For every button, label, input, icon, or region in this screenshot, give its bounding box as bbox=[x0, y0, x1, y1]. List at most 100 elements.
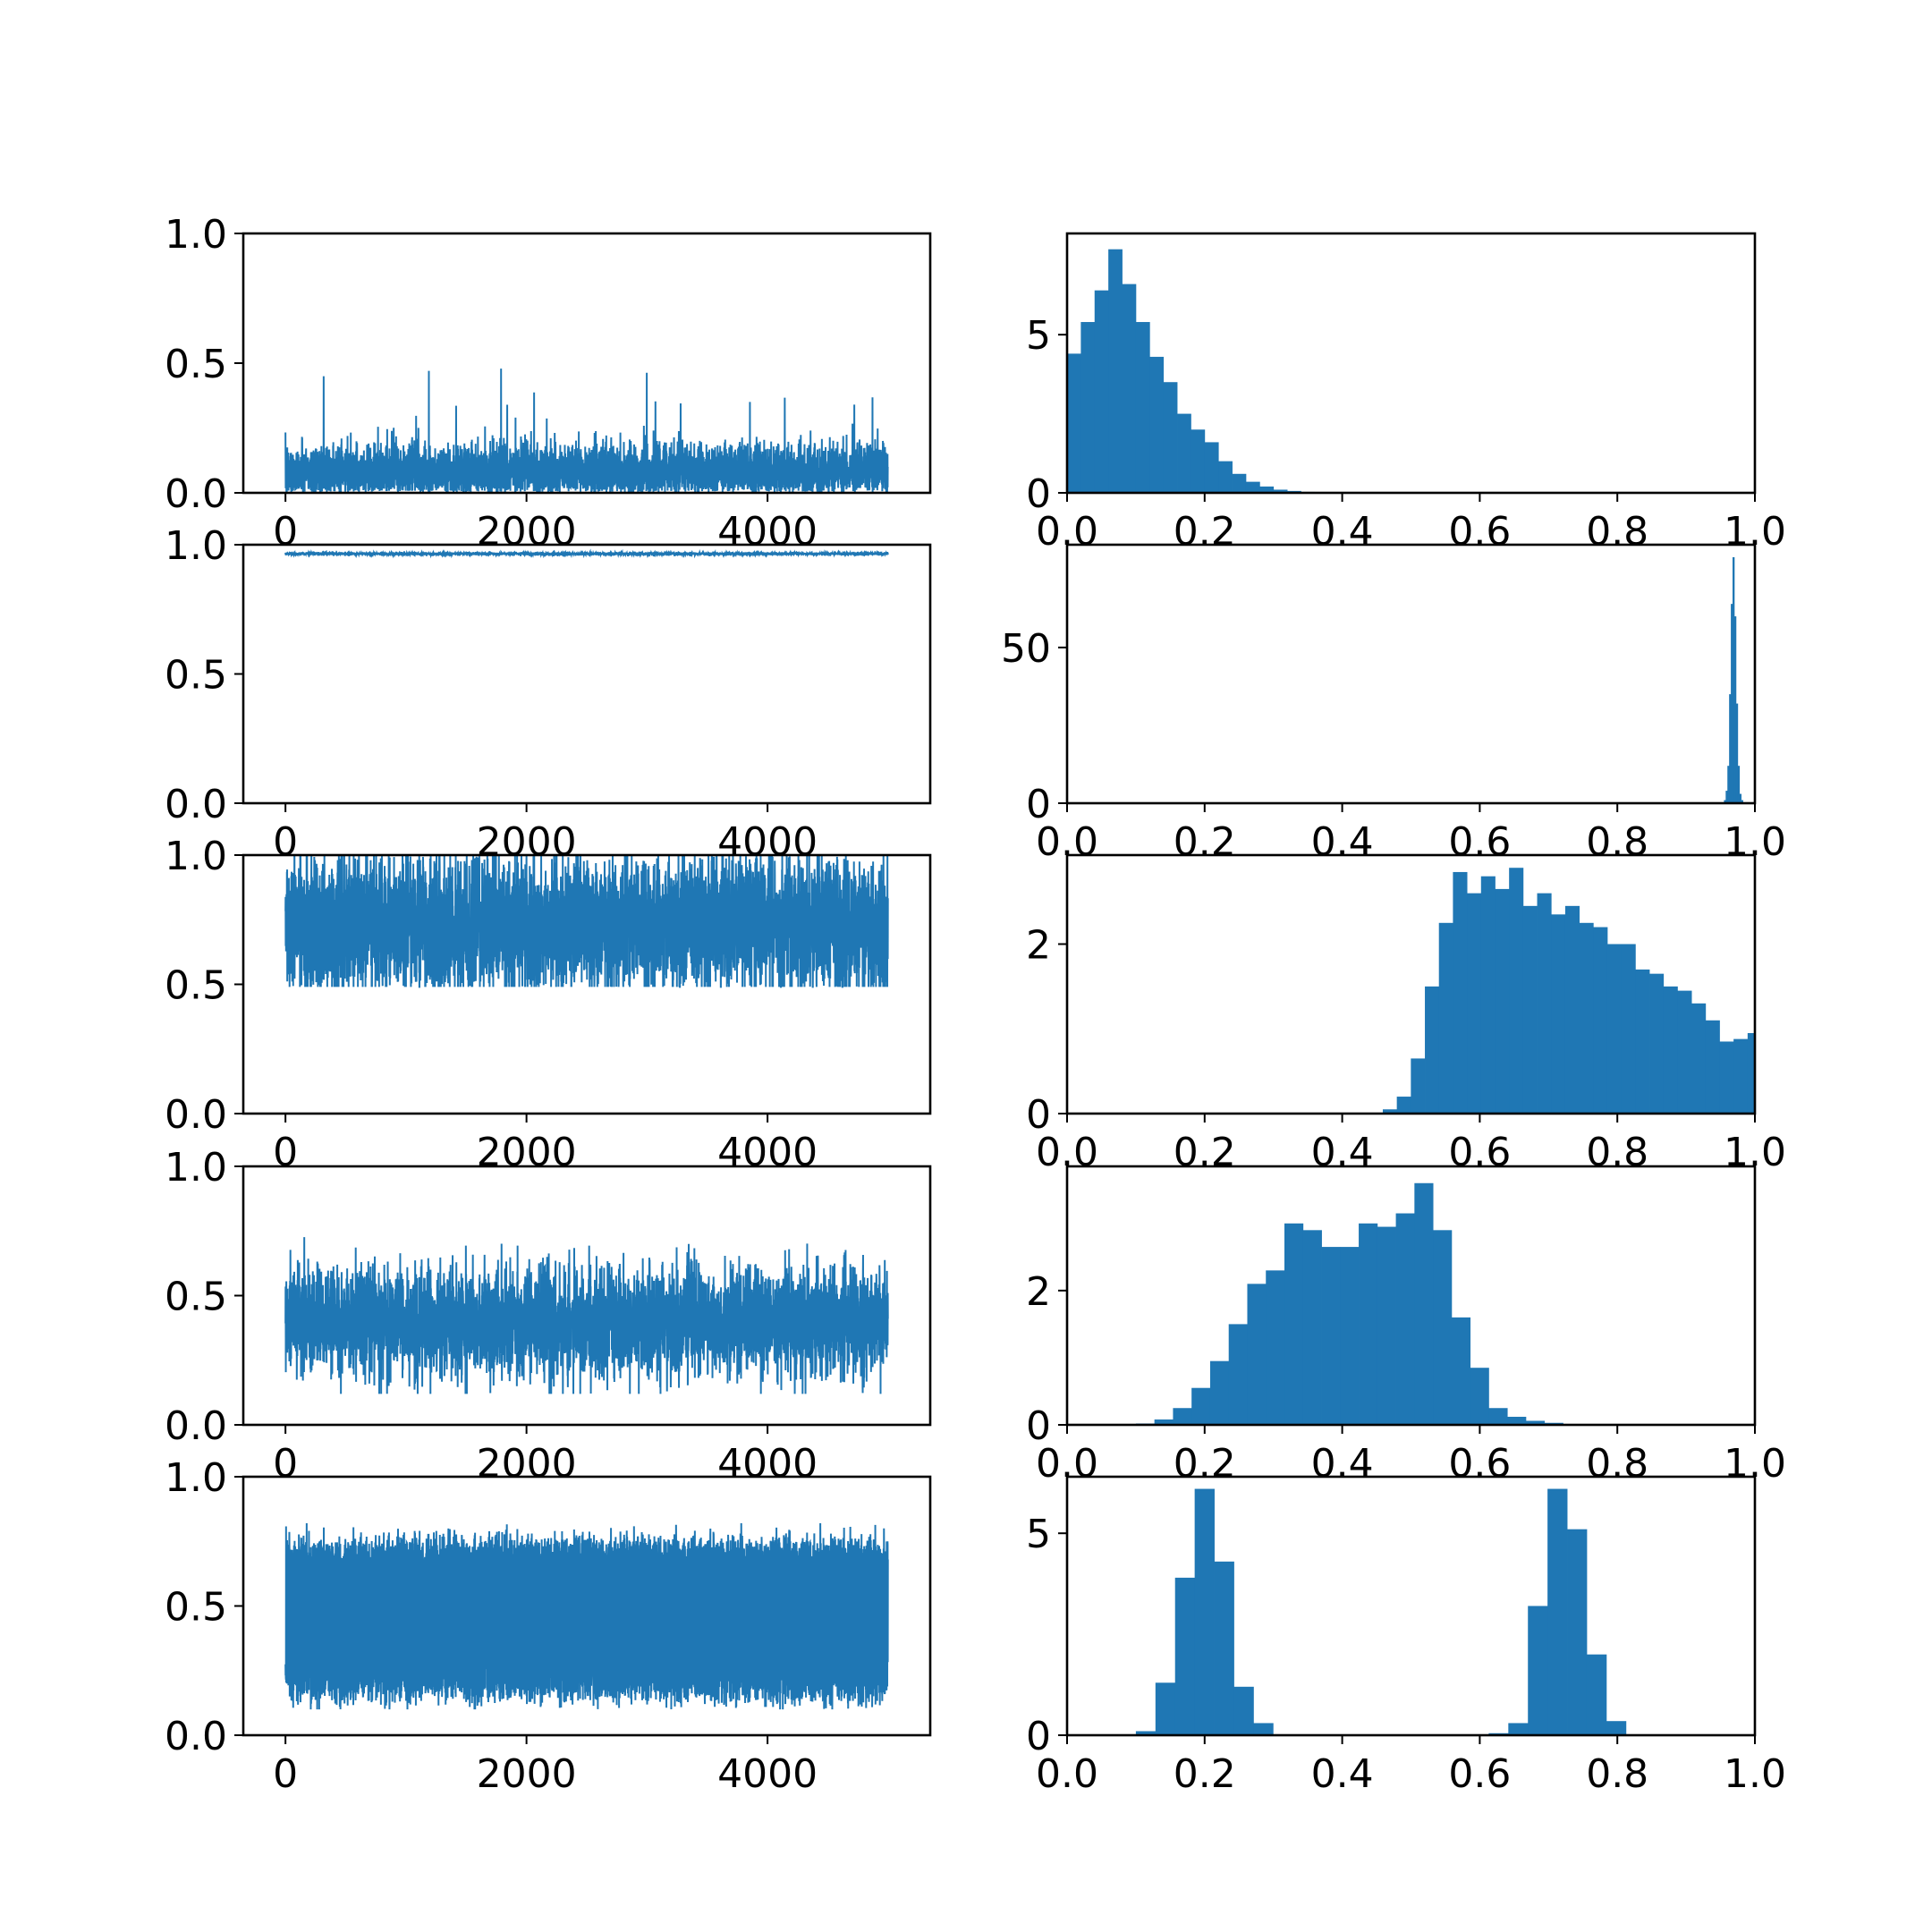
axes-frame bbox=[1065, 1165, 1757, 1427]
histogram-bar bbox=[1173, 1408, 1192, 1425]
histogram-bar bbox=[1108, 249, 1123, 493]
x-tick-label: 0.0 bbox=[1036, 1751, 1098, 1797]
x-tick-label: 4000 bbox=[717, 819, 818, 865]
trace-line bbox=[284, 548, 889, 559]
hist-2-plot-area bbox=[1724, 556, 1743, 803]
histogram-bar bbox=[1705, 1020, 1720, 1114]
histogram-bar bbox=[1067, 353, 1081, 493]
histogram-bar bbox=[1495, 888, 1510, 1114]
x-tick-label: 2000 bbox=[477, 1751, 577, 1797]
histogram-bar bbox=[1719, 1041, 1734, 1114]
histogram-bar bbox=[1547, 1488, 1568, 1735]
y-tick-label: 0 bbox=[1026, 1403, 1051, 1449]
x-tick-label: 0.6 bbox=[1448, 819, 1511, 865]
histogram-bar bbox=[1567, 1529, 1588, 1735]
y-tick-label: 0 bbox=[1026, 1092, 1051, 1138]
trace-line bbox=[284, 1523, 889, 1710]
histogram-bar bbox=[1177, 413, 1191, 493]
histogram-bar bbox=[1564, 905, 1580, 1114]
x-tick-label: 0.4 bbox=[1311, 819, 1374, 865]
histogram-bar bbox=[1606, 1721, 1627, 1735]
trace-3-plot-area bbox=[284, 855, 889, 988]
histogram-bar bbox=[1204, 442, 1219, 493]
x-tick-label: 0.8 bbox=[1586, 509, 1648, 555]
histogram-bar bbox=[1691, 1003, 1707, 1114]
histogram-bar bbox=[1259, 486, 1275, 493]
y-tick-label: 0.0 bbox=[165, 782, 227, 827]
y-tick-label: 0.0 bbox=[165, 1714, 227, 1759]
y-tick-label: 0.0 bbox=[165, 1403, 227, 1449]
hist-1-panel: 0.0 0.2 0.4 0.6 0.8 1.005 bbox=[1026, 232, 1786, 555]
histogram-bar bbox=[1122, 284, 1137, 493]
histogram-bar bbox=[1163, 382, 1178, 493]
histogram-bar bbox=[1741, 800, 1743, 803]
x-tick-label: 4000 bbox=[717, 1751, 818, 1797]
histogram-bar bbox=[1733, 1038, 1749, 1114]
x-tick-label: 2000 bbox=[477, 1441, 577, 1487]
histogram-bar bbox=[1359, 1223, 1378, 1425]
y-tick-label: 1.0 bbox=[165, 1455, 227, 1501]
histogram-bar bbox=[1649, 973, 1665, 1114]
histogram-bar bbox=[1508, 1723, 1529, 1735]
x-tick-label: 0.2 bbox=[1174, 1130, 1236, 1175]
histogram-bar bbox=[1470, 1368, 1489, 1425]
y-tick-label: 1.0 bbox=[165, 523, 227, 569]
histogram-bar bbox=[1209, 1360, 1230, 1425]
histogram-bar bbox=[1663, 986, 1678, 1114]
y-tick-label: 2 bbox=[1026, 922, 1051, 968]
y-tick-label: 0.5 bbox=[165, 342, 227, 387]
trace-line bbox=[284, 369, 889, 493]
y-tick-label: 0 bbox=[1026, 782, 1051, 827]
y-tick-label: 2 bbox=[1026, 1269, 1051, 1315]
axes-frame bbox=[1065, 1475, 1757, 1737]
trace-2-plot-area bbox=[284, 548, 889, 559]
trace-line bbox=[284, 1237, 889, 1394]
histogram-bar bbox=[1488, 1408, 1508, 1425]
histogram-bar bbox=[1438, 922, 1453, 1114]
histogram-bar bbox=[1593, 927, 1608, 1114]
x-tick-label: 0.2 bbox=[1174, 819, 1236, 865]
histogram-bar bbox=[1273, 489, 1288, 493]
x-tick-label: 4000 bbox=[717, 1441, 818, 1487]
histogram-bar bbox=[1232, 473, 1247, 493]
histogram-bar bbox=[1733, 616, 1737, 803]
histogram-bar bbox=[1094, 290, 1109, 493]
histogram-bar bbox=[1507, 1416, 1527, 1425]
histogram-bar bbox=[1414, 1182, 1434, 1425]
x-tick-label: 0.8 bbox=[1586, 819, 1648, 865]
axes-frame bbox=[242, 232, 932, 495]
hist-5-plot-area bbox=[1135, 1488, 1627, 1735]
axes-frame bbox=[242, 1475, 932, 1737]
histogram-bar bbox=[1253, 1723, 1274, 1735]
histogram-bar bbox=[1302, 1230, 1322, 1425]
hist-4-plot-area bbox=[1135, 1182, 1582, 1425]
x-tick-label: 2000 bbox=[477, 509, 577, 555]
histogram-bar bbox=[1735, 703, 1739, 803]
trace-4-plot-area bbox=[284, 1237, 889, 1394]
hist-5-panel: 0.0 0.2 0.4 0.6 0.8 1.0 0 5 bbox=[1026, 1475, 1786, 1797]
x-tick-label: 4000 bbox=[717, 509, 818, 555]
y-tick-label: 1.0 bbox=[165, 834, 227, 879]
y-tick-label: 0 bbox=[1026, 471, 1051, 517]
histogram-bar bbox=[1522, 905, 1538, 1114]
axes-frame bbox=[242, 1165, 932, 1427]
x-tick-label: 0.6 bbox=[1448, 509, 1511, 555]
trace-1-panel: 0 2000 4000 0.0 0.5 1.0 bbox=[165, 212, 932, 555]
histogram-bar bbox=[1586, 1654, 1607, 1735]
x-tick-label: 0.4 bbox=[1311, 1751, 1374, 1797]
y-tick-label: 50 bbox=[1001, 626, 1051, 672]
y-tick-label: 1.0 bbox=[165, 1145, 227, 1191]
x-tick-label: 0.4 bbox=[1311, 1130, 1374, 1175]
y-tick-label: 5 bbox=[1026, 313, 1051, 359]
trace-3-panel: 0 2000 4000 0.0 0.5 1.0 bbox=[165, 834, 932, 1175]
histogram-bar bbox=[1729, 694, 1732, 803]
hist-4-panel: 0.0 0.2 0.4 0.6 0.8 1.002 bbox=[1026, 1165, 1786, 1487]
x-tick-label: 0.8 bbox=[1586, 1441, 1648, 1487]
x-tick-label: 0.8 bbox=[1586, 1751, 1648, 1797]
histogram-bar bbox=[1727, 766, 1730, 803]
histogram-bar bbox=[1218, 461, 1233, 493]
histogram-bar bbox=[1135, 1731, 1157, 1735]
histogram-bar bbox=[1377, 1226, 1396, 1425]
x-tick-label: 0.6 bbox=[1448, 1441, 1511, 1487]
histogram-bar bbox=[1266, 1270, 1285, 1425]
